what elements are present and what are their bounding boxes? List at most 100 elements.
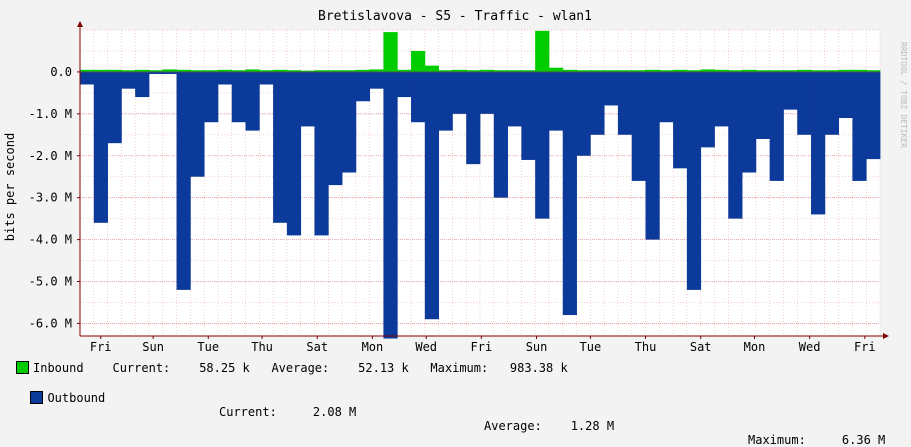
outbound-bar	[769, 71, 784, 181]
inbound-bar	[176, 69, 191, 72]
inbound-bar	[273, 69, 288, 72]
outbound-bar	[107, 71, 122, 144]
inbound-bar	[355, 69, 371, 72]
x-tick-label: Fri	[854, 340, 876, 354]
outbound-bar	[300, 71, 315, 127]
outbound-bar	[480, 71, 495, 114]
x-tick-label: Mon	[744, 340, 766, 354]
inbound-bar	[107, 69, 122, 72]
outbound-bar	[535, 71, 550, 219]
outbound-bar	[245, 71, 260, 131]
x-tick-label: Fri	[471, 340, 493, 354]
y-axis-label: bits per second	[3, 133, 17, 241]
outbound-bar	[576, 71, 591, 156]
outbound-bar	[259, 71, 274, 85]
outbound-maximum: 6.36 M	[841, 433, 886, 447]
x-tick-label: Sat	[306, 340, 328, 354]
inbound-average-label: Average:	[271, 361, 330, 375]
outbound-bar	[148, 71, 164, 75]
outbound-bar	[673, 71, 688, 169]
inbound-maximum: 983.38 k	[509, 361, 568, 375]
outbound-average-group: Average: 1.28 M	[484, 419, 614, 433]
x-tick-label: Wed	[799, 340, 821, 354]
outbound-bar	[645, 71, 660, 240]
inbound-bar	[93, 69, 108, 72]
inbound-bar	[342, 70, 357, 72]
inbound-bar	[148, 70, 164, 72]
outbound-bar	[755, 71, 771, 139]
outbound-bar	[811, 71, 826, 215]
inbound-bar	[783, 70, 798, 72]
inbound-maximum-label: Maximum:	[430, 361, 489, 375]
outbound-bar	[273, 71, 288, 223]
outbound-bar	[521, 71, 536, 160]
outbound-swatch	[30, 391, 44, 404]
outbound-bar	[80, 71, 95, 85]
outbound-bar	[797, 71, 812, 135]
inbound-bar	[507, 70, 522, 72]
outbound-bar	[617, 71, 633, 135]
inbound-bar	[742, 69, 757, 72]
inbound-bar	[866, 70, 881, 72]
inbound-bar	[397, 69, 412, 72]
outbound-bar	[714, 71, 729, 127]
inbound-bar	[259, 70, 274, 72]
inbound-bar	[673, 69, 688, 72]
inbound-bar	[328, 70, 343, 72]
inbound-bar	[728, 70, 743, 72]
y-tick-label: 0.0	[50, 65, 72, 79]
inbound-bar	[590, 70, 605, 72]
outbound-bar	[204, 71, 219, 123]
inbound-average: 52.13 k	[358, 361, 409, 375]
y-tick-label: -3.0 M	[29, 191, 72, 205]
outbound-current-group: Current: 2.08 M	[219, 405, 356, 419]
outbound-bar	[355, 71, 371, 102]
x-tick-labels: Fri Sun Tue Thu Sat Mon Wed Fri Sun Tue Thu Sat Mon W…	[90, 340, 876, 354]
outbound-bar	[631, 71, 646, 181]
series-bars	[80, 30, 881, 339]
y-axis-arrow	[77, 21, 83, 27]
x-tick-label: Sun	[142, 340, 164, 354]
outbound-bar	[507, 71, 522, 127]
outbound-bar	[852, 71, 867, 181]
outbound-bar	[742, 71, 757, 173]
inbound-bar	[217, 69, 233, 72]
outbound-bar	[121, 71, 136, 89]
inbound-swatch	[16, 361, 29, 374]
outbound-current-label: Current:	[219, 405, 277, 419]
outbound-maximum-label: Maximum:	[748, 433, 806, 447]
outbound-name: Outbound	[47, 391, 106, 405]
outbound-maximum-group: Maximum: 6.36 M	[748, 433, 885, 447]
x-tick-label: Mon	[362, 340, 384, 354]
inbound-bar	[604, 70, 619, 72]
inbound-bar	[190, 70, 205, 72]
inbound-bar	[204, 70, 219, 72]
inbound-bar	[466, 70, 481, 72]
outbound-bar	[190, 71, 205, 177]
inbound-bar	[162, 69, 177, 72]
inbound-bar	[314, 70, 329, 72]
outbound-bar	[135, 71, 150, 98]
inbound-bar	[576, 70, 591, 72]
x-tick-label: Thu	[251, 340, 273, 354]
outbound-bar	[314, 71, 329, 236]
outbound-bar	[659, 71, 674, 123]
outbound-bar	[604, 71, 619, 106]
x-tick-label: Fri	[90, 340, 112, 354]
inbound-bar	[383, 32, 398, 72]
inbound-current-label: Current:	[112, 361, 171, 375]
y-tick-label: -6.0 M	[29, 316, 72, 330]
x-tick-label: Sat	[690, 340, 712, 354]
outbound-bar	[328, 71, 343, 186]
outbound-current: 2.08 M	[312, 405, 357, 419]
outbound-bar	[728, 71, 743, 219]
outbound-bar	[466, 71, 481, 165]
inbound-bar	[121, 70, 136, 72]
inbound-bar	[852, 69, 867, 72]
outbound-bar	[424, 71, 440, 320]
inbound-name: Inbound	[33, 361, 84, 375]
inbound-bar	[424, 65, 440, 72]
outbound-bar	[411, 71, 426, 123]
outbound-bar	[93, 71, 108, 223]
outbound-bar	[231, 71, 246, 123]
